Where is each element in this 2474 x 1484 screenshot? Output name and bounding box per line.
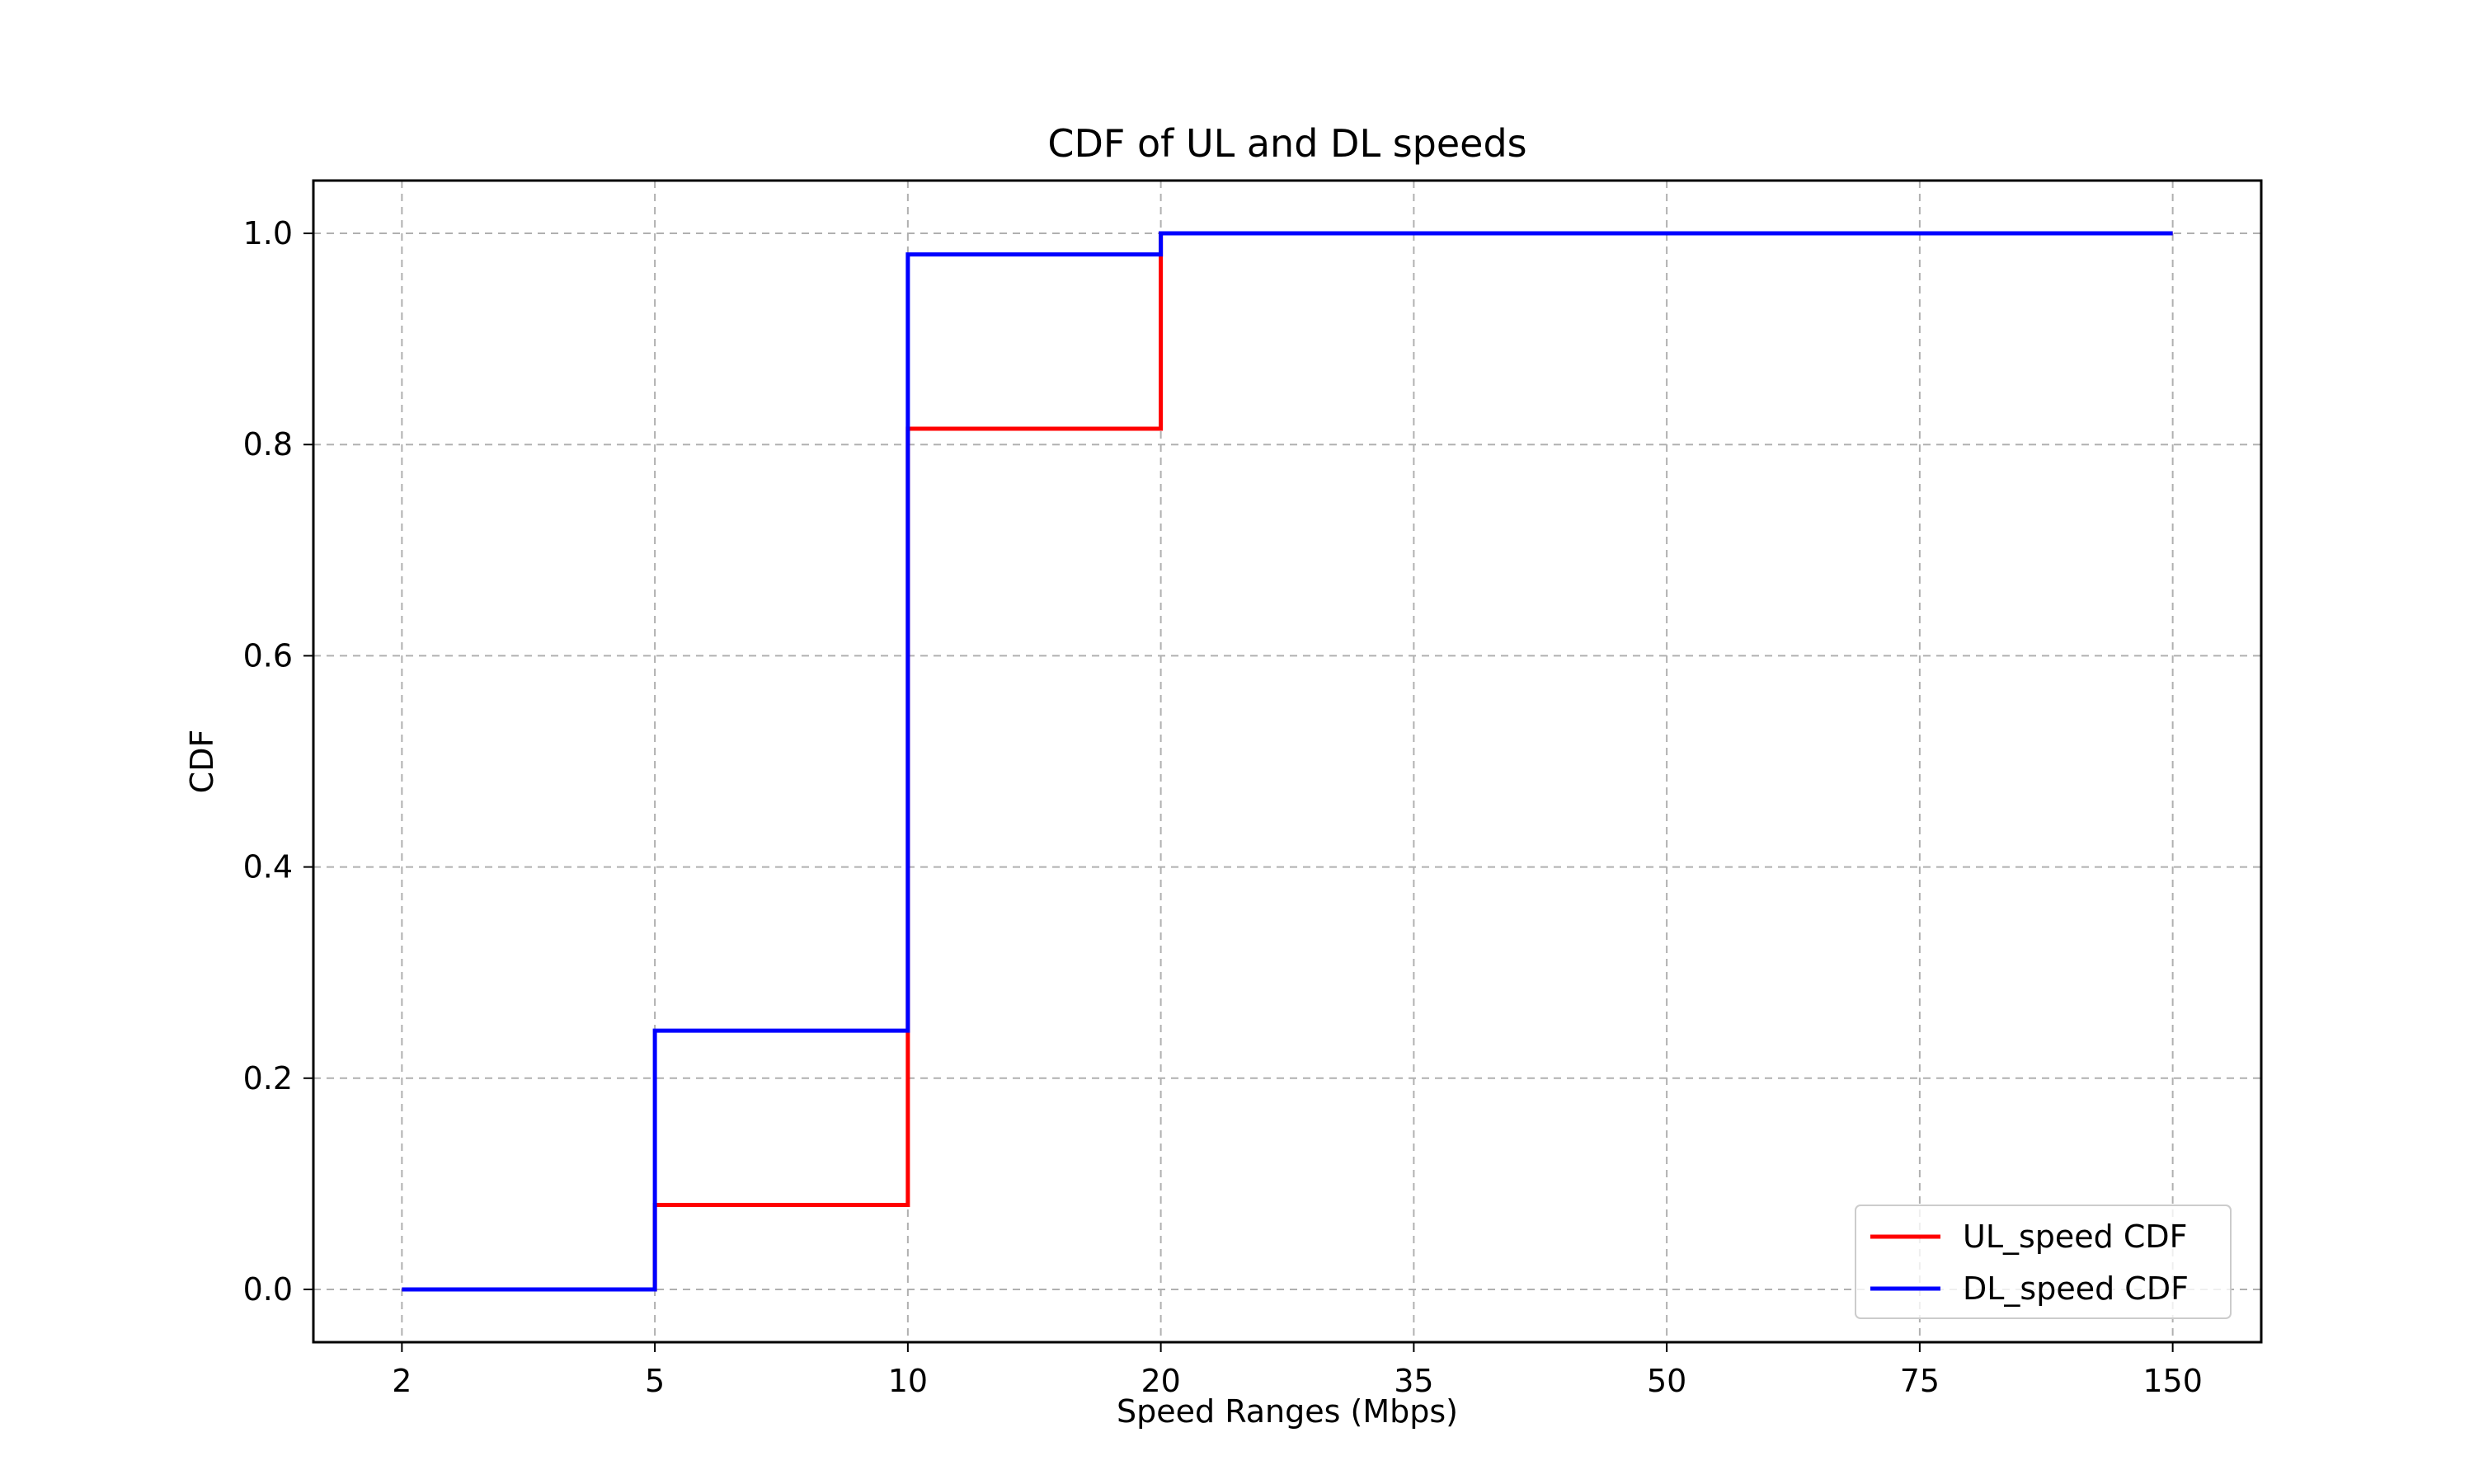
y-axis-label: CDF: [184, 730, 220, 794]
series-lines: [402, 231, 2173, 1292]
x-axis-ticks: 2 5 10 20 35 50 75 150: [392, 1342, 2203, 1399]
x-tick-label: 10: [888, 1363, 928, 1399]
x-tick-label: 35: [1394, 1363, 1433, 1399]
y-tick-label: 0.6: [243, 637, 293, 674]
y-tick-label: 1.0: [243, 215, 293, 251]
y-tick-label: 0.2: [243, 1060, 293, 1097]
x-axis-label: Speed Ranges (Mbps): [1117, 1393, 1458, 1430]
plot-frame: [312, 179, 2263, 1344]
x-tick-label: 20: [1141, 1363, 1180, 1399]
y-tick-label: 0.0: [243, 1271, 293, 1308]
y-tick-label: 0.4: [243, 849, 293, 885]
x-tick-label: 150: [2142, 1363, 2203, 1399]
x-tick-label: 2: [392, 1363, 412, 1399]
y-tick-label: 0.8: [243, 426, 293, 463]
series-line-dl: [402, 231, 2173, 1292]
chart-title: CDF of UL and DL speeds: [1047, 121, 1526, 166]
legend-label-dl: DL_speed CDF: [1963, 1270, 2189, 1307]
x-tick-label: 5: [645, 1363, 665, 1399]
legend-box: [1855, 1205, 2232, 1319]
legend: UL_speed CDF DL_speed CDF: [1855, 1205, 2232, 1319]
x-tick-label: 75: [1900, 1363, 1940, 1399]
legend-label-ul: UL_speed CDF: [1963, 1219, 2188, 1255]
y-axis-ticks: 0.0 0.2 0.4 0.6 0.8 1.0: [243, 215, 313, 1308]
x-tick-label: 50: [1647, 1363, 1686, 1399]
